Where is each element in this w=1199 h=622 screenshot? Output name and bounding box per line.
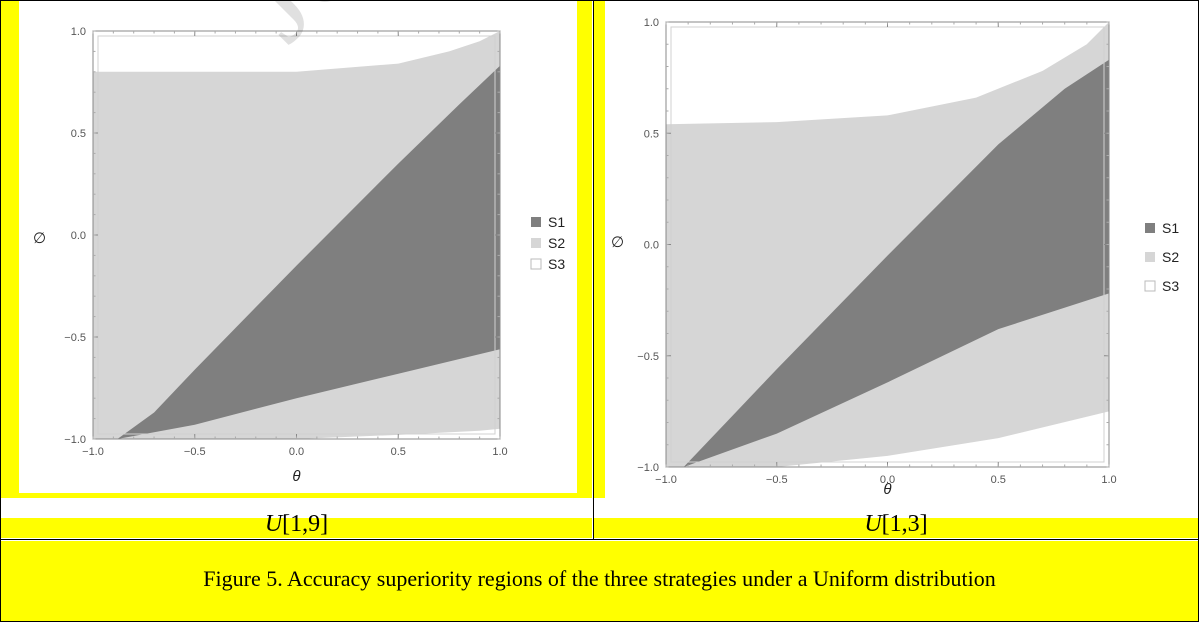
legend-label-s1: S1	[1162, 220, 1179, 236]
x-tick-label: −0.5	[766, 474, 788, 486]
x-axis-label: θ	[883, 481, 891, 498]
legend-swatch-s1	[531, 217, 541, 227]
x-tick-label: 0.5	[991, 474, 1006, 486]
x-tick-label: −1.0	[82, 446, 104, 458]
subcaption-left: U[1,9]	[264, 511, 329, 537]
legend-label-s3: S3	[548, 256, 565, 272]
x-tick-label: 1.0	[1101, 474, 1116, 486]
x-tick-label: −0.5	[184, 446, 206, 458]
chart-uniform-1-9: −1.0 −0.5 0.0 0.5 1.0 1.0 0.5 0.0 −0.5 −1.0 θ ∅ S1 S2…	[33, 26, 565, 485]
y-tick-label: 0.5	[71, 128, 86, 140]
region-s3-bottom	[296, 428, 500, 439]
x-tick-label: −1.0	[655, 474, 677, 486]
legend-swatch-s2	[1145, 252, 1155, 262]
y-axis-label: ∅	[33, 230, 46, 247]
x-tick-label: 0.0	[880, 474, 895, 486]
legend-swatch-s1	[1145, 223, 1155, 233]
x-tick-label: 1.0	[492, 446, 507, 458]
y-tick-label: 1.0	[71, 26, 86, 38]
figure-caption: Figure 5. Accuracy superiority regions o…	[203, 566, 996, 591]
y-tick-label: −0.5	[64, 332, 86, 344]
y-tick-label: 1.0	[644, 17, 659, 29]
table-border-mid	[0, 539, 1199, 540]
cell-subcap-right	[594, 518, 1198, 538]
x-tick-label: 0.0	[289, 446, 304, 458]
legend-swatch-s3	[530, 258, 542, 270]
table-divider	[593, 0, 594, 540]
region-s3-bottom	[776, 411, 1109, 467]
legend-swatch-s2	[531, 238, 541, 248]
x-tick-label: 0.5	[391, 446, 406, 458]
y-tick-label: 0.5	[644, 128, 659, 140]
region-s3-top	[666, 22, 1109, 125]
subcaption-right: U[1,3]	[864, 511, 928, 537]
table-border-top	[0, 0, 1199, 1]
legend-label-s2: S2	[1162, 249, 1179, 265]
y-tick-label: 0.0	[644, 240, 659, 252]
cell-subcap-left	[1, 518, 592, 538]
legend-label-s1: S1	[548, 214, 565, 230]
y-tick-label: −1.0	[64, 434, 86, 446]
y-tick-label: −0.5	[637, 351, 659, 363]
region-s1	[683, 59, 1109, 468]
legend-label-s2: S2	[548, 235, 565, 251]
chart-uniform-1-3: −1.0 −0.5 0.0 0.5 1.0 1.0 0.5 0.0 −0.5 −1.0 θ ∅ S1 S2…	[611, 17, 1179, 498]
table-border-left	[0, 0, 1, 622]
y-axis-label: ∅	[611, 234, 624, 251]
y-tick-label: 0.0	[71, 230, 86, 242]
x-axis-label: θ	[292, 468, 300, 485]
y-tick-label: −1.0	[637, 462, 659, 474]
region-s3-top	[93, 31, 500, 72]
legend-swatch-s3	[1144, 280, 1156, 292]
legend-label-s3: S3	[1162, 278, 1179, 294]
region-s1	[117, 65, 501, 439]
cell-caption	[1, 541, 1198, 621]
